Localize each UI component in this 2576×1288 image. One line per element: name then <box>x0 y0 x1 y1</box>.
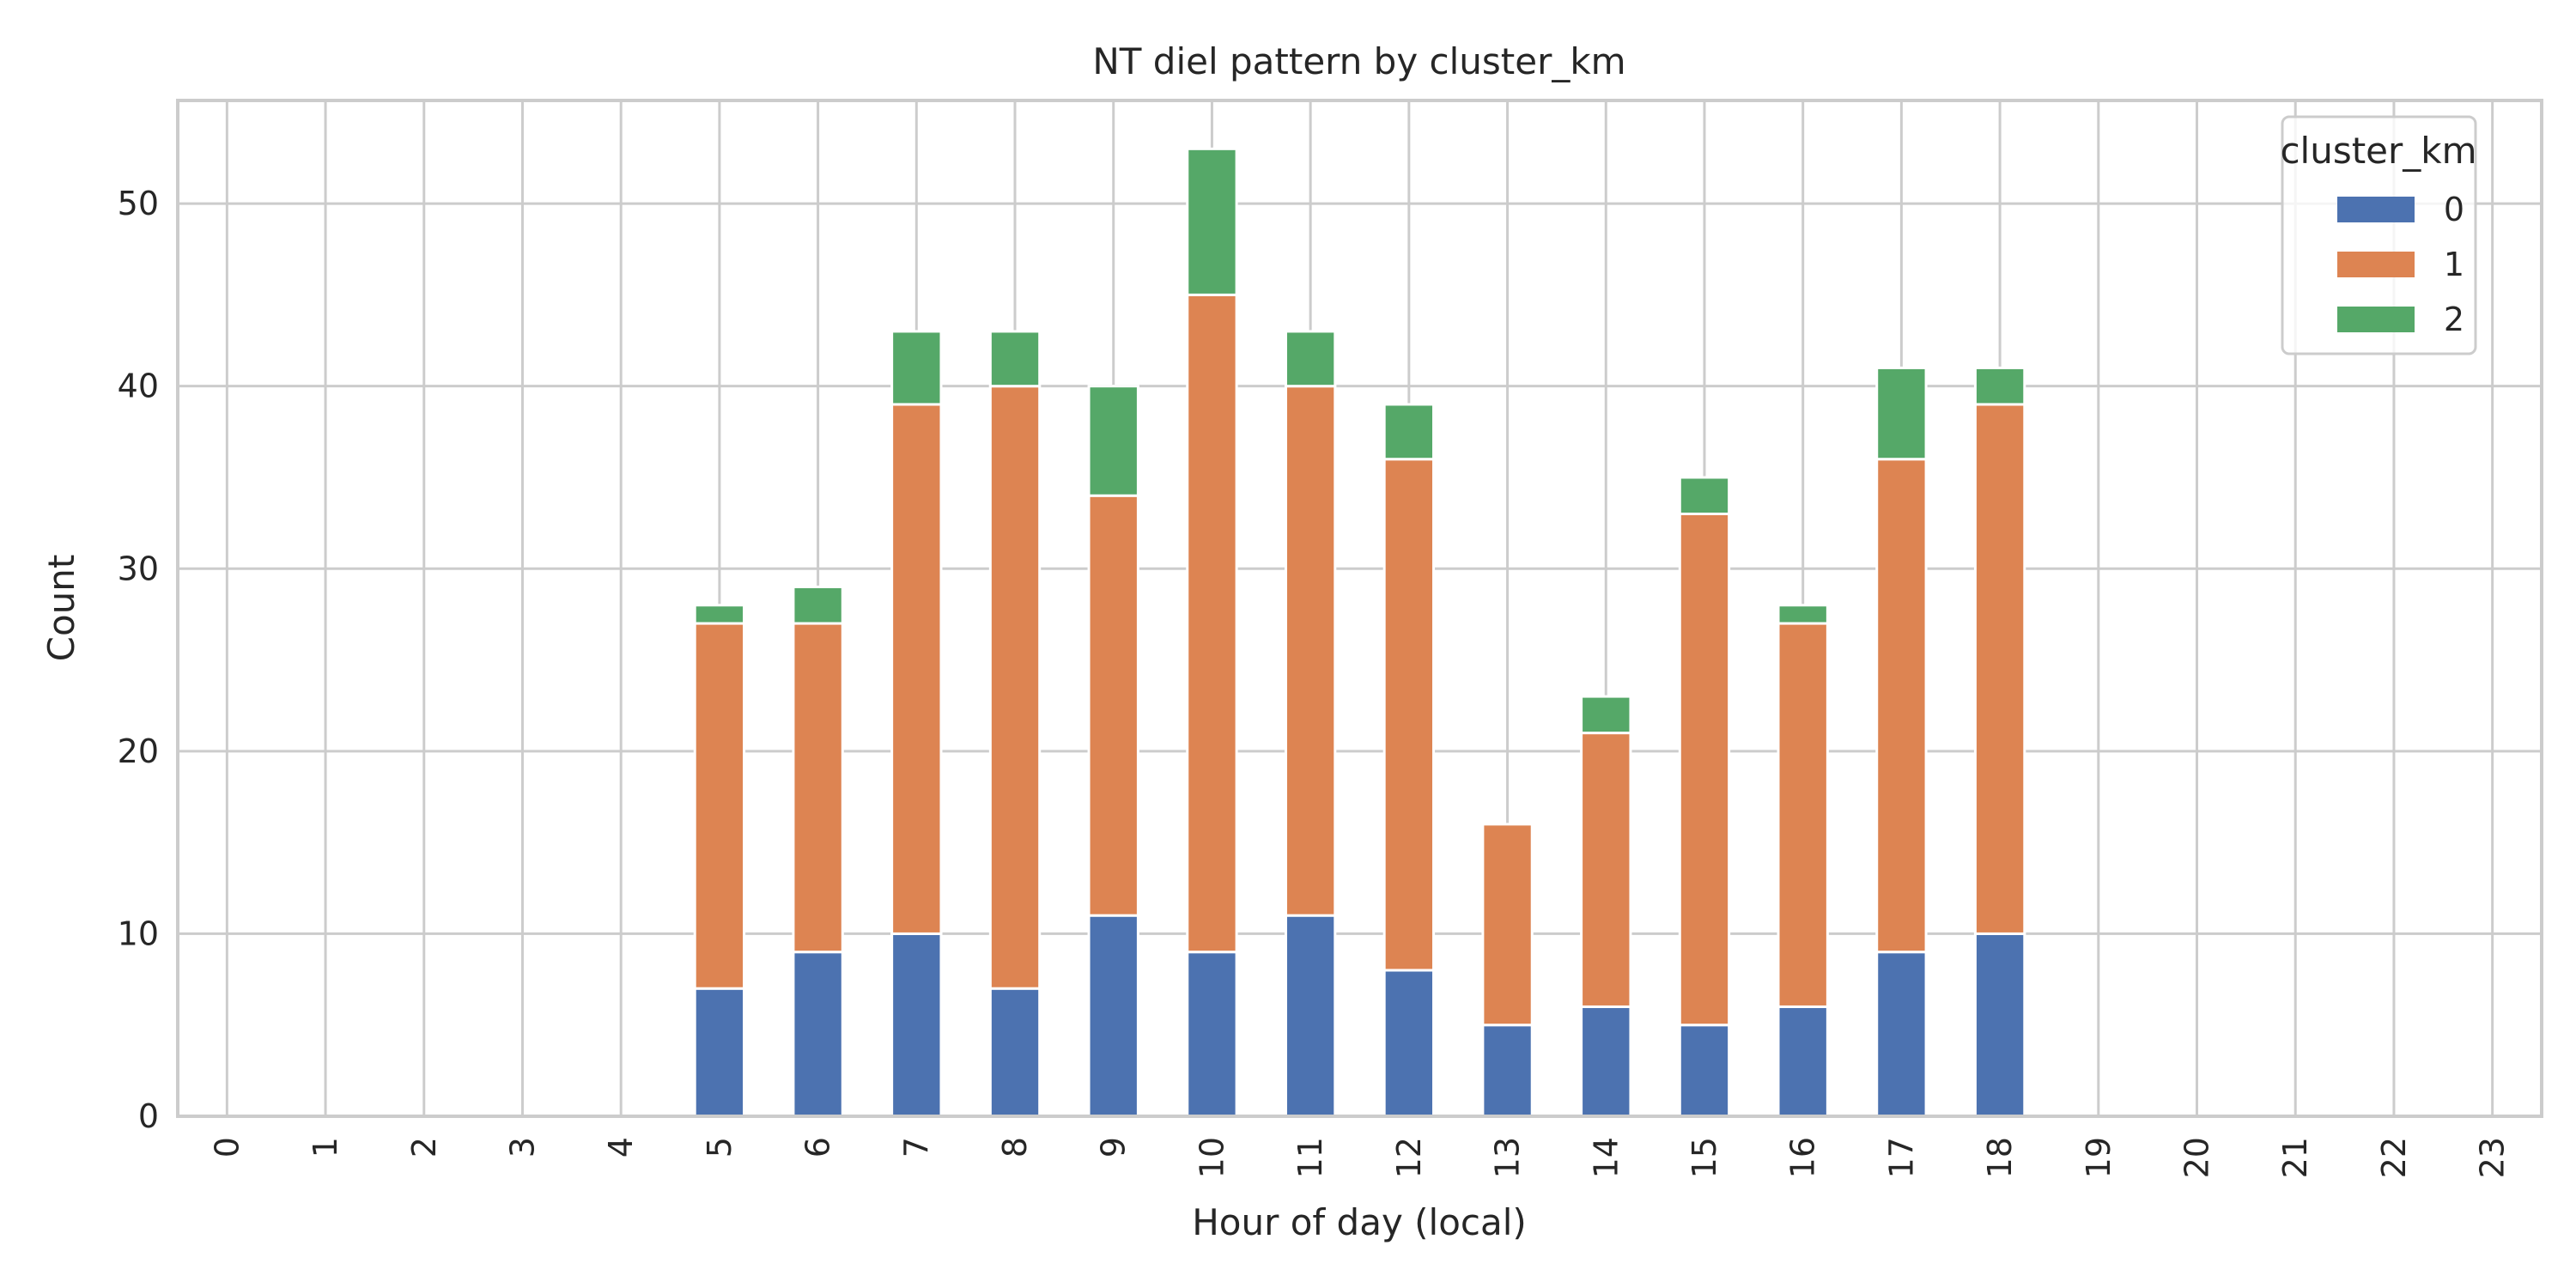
legend: cluster_km 0 1 2 <box>2280 115 2477 355</box>
x-tick-label: 18 <box>1981 1137 2019 1178</box>
bar-segment-cluster-2 <box>1678 476 1731 515</box>
legend-label: 2 <box>2444 301 2464 338</box>
bar-segment-cluster-1 <box>1875 458 1928 954</box>
bar-segment-cluster-2 <box>1087 385 1139 497</box>
bars <box>693 147 2026 1118</box>
x-tick-label: 4 <box>602 1137 640 1157</box>
y-tick-label: 40 <box>118 368 159 405</box>
x-axis-label: Hour of day (local) <box>1192 1201 1527 1243</box>
bar-segment-cluster-0 <box>1777 1005 1829 1118</box>
x-tick-label: 23 <box>2474 1137 2512 1178</box>
x-tick-label: 7 <box>897 1137 935 1157</box>
bar-segment-cluster-1 <box>792 622 844 954</box>
bar-segment-cluster-1 <box>1777 622 1829 1008</box>
bar-segment-cluster-1 <box>1186 293 1238 954</box>
bar-segment-cluster-0 <box>1284 914 1337 1118</box>
y-tick-label: 50 <box>118 185 159 222</box>
bar-segment-cluster-0 <box>792 951 844 1118</box>
bar-segment-cluster-0 <box>1186 951 1238 1118</box>
bar-segment-cluster-2 <box>890 330 943 406</box>
bar-segment-cluster-1 <box>988 385 1042 990</box>
legend-title: cluster_km <box>2280 130 2476 172</box>
bar-segment-cluster-1 <box>1973 403 2026 935</box>
legend-swatch <box>2337 197 2415 222</box>
x-tick-label: 9 <box>1095 1137 1133 1157</box>
x-tick-labels: 0 1 2 3 4 5 6 7 8 9 10 11 12 13 14 15 16 17 18 19 20 21 22 23 <box>208 1137 2511 1178</box>
bar-segment-cluster-1 <box>1580 732 1632 1008</box>
bar-segment-cluster-1 <box>1481 823 1534 1027</box>
bar-segment-cluster-1 <box>1284 385 1337 917</box>
bar-segment-cluster-0 <box>1678 1024 1731 1118</box>
x-tick-label: 13 <box>1489 1137 1527 1178</box>
bar-segment-cluster-2 <box>792 586 844 625</box>
legend-label: 0 <box>2444 191 2464 228</box>
x-tick-label: 12 <box>1390 1137 1428 1178</box>
bar-segment-cluster-2 <box>1382 403 1436 461</box>
bar-segment-cluster-1 <box>1678 512 1731 1027</box>
plot-frame <box>176 99 2543 1118</box>
bar-segment-cluster-0 <box>1973 932 2026 1118</box>
bar-segment-cluster-0 <box>693 987 746 1118</box>
x-tick-label: 2 <box>405 1137 443 1157</box>
bar-segment-cluster-0 <box>1875 951 1928 1118</box>
legend-box <box>2281 115 2477 355</box>
y-tick-labels: 0 10 20 30 40 50 <box>118 185 159 1135</box>
x-tick-label: 11 <box>1291 1137 1329 1178</box>
y-tick-label: 20 <box>118 732 159 770</box>
chart-title: NT diel pattern by cluster_km <box>1092 40 1625 82</box>
bar-segment-cluster-1 <box>693 622 746 990</box>
bar-segment-cluster-0 <box>1087 914 1139 1118</box>
y-tick-label: 30 <box>118 550 159 587</box>
bar-segment-cluster-2 <box>1284 330 1337 388</box>
bar-segment-cluster-0 <box>1580 1005 1632 1118</box>
x-tick-label: 21 <box>2276 1137 2314 1178</box>
bar-segment-cluster-2 <box>1777 604 1829 625</box>
bar-segment-cluster-1 <box>1087 494 1139 917</box>
bar-segment-cluster-2 <box>988 330 1042 388</box>
x-tick-label: 19 <box>2080 1137 2117 1178</box>
y-axis-label: Count <box>40 555 82 662</box>
x-tick-label: 8 <box>996 1137 1034 1157</box>
x-tick-label: 15 <box>1686 1137 1723 1178</box>
legend-swatch <box>2337 252 2415 277</box>
bar-segment-cluster-2 <box>1875 366 1928 461</box>
y-tick-label: 10 <box>118 914 159 952</box>
bar-segment-cluster-0 <box>988 987 1042 1118</box>
bar-segment-cluster-2 <box>693 604 746 625</box>
x-tick-label: 1 <box>307 1137 344 1157</box>
x-tick-label: 0 <box>208 1137 246 1157</box>
x-tick-label: 5 <box>701 1137 738 1157</box>
bar-segment-cluster-2 <box>1973 366 2026 406</box>
legend-items: 0 1 2 <box>2337 191 2464 338</box>
x-tick-label: 17 <box>1882 1137 1920 1178</box>
grid <box>178 100 2542 1118</box>
bar-segment-cluster-1 <box>890 403 943 935</box>
bar-segment-cluster-1 <box>1382 458 1436 972</box>
legend-label: 1 <box>2444 246 2464 283</box>
bar-segment-cluster-2 <box>1580 695 1632 735</box>
x-tick-label: 10 <box>1193 1137 1230 1178</box>
bar-segment-cluster-0 <box>1481 1024 1534 1118</box>
x-tick-label: 20 <box>2178 1137 2216 1178</box>
y-tick-label: 0 <box>138 1097 159 1135</box>
x-tick-label: 6 <box>799 1137 837 1157</box>
bar-segment-cluster-0 <box>1382 969 1436 1118</box>
x-tick-label: 14 <box>1587 1137 1625 1178</box>
x-tick-label: 22 <box>2375 1137 2413 1178</box>
legend-swatch <box>2337 307 2415 332</box>
bar-segment-cluster-2 <box>1186 147 1238 296</box>
bar-segment-cluster-0 <box>890 932 943 1118</box>
x-tick-label: 3 <box>503 1137 541 1157</box>
x-tick-label: 16 <box>1784 1137 1822 1178</box>
